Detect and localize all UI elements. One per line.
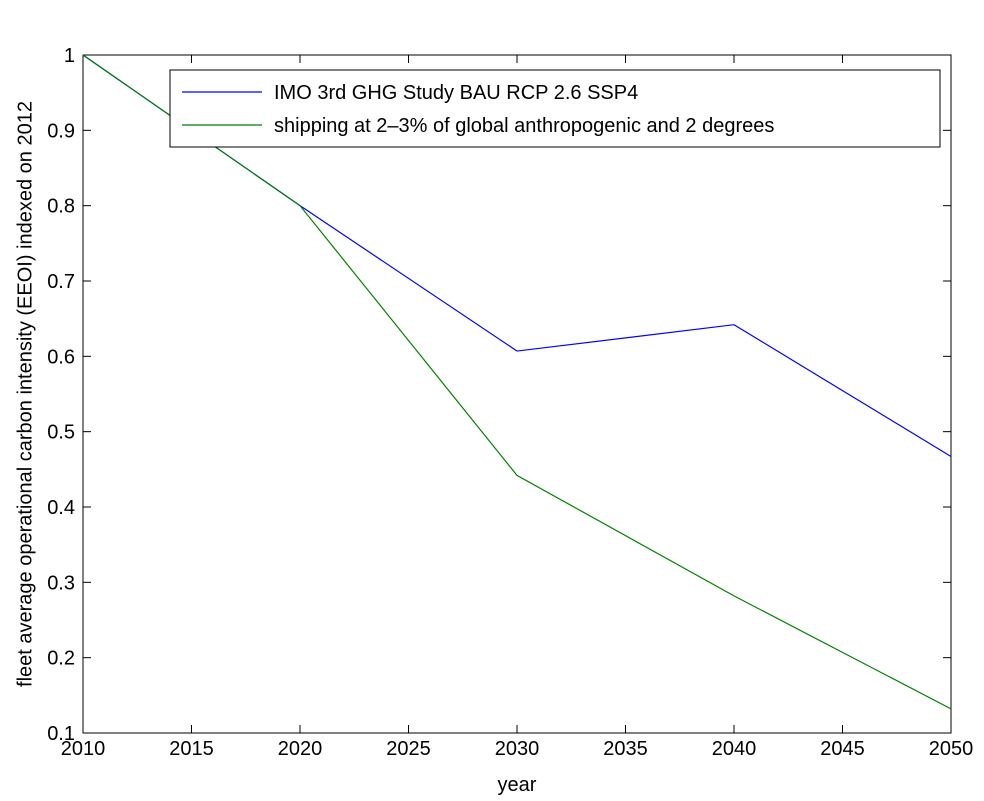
x-tick-label: 2020 — [278, 738, 323, 760]
y-tick-label: 1 — [64, 45, 75, 67]
y-tick-label: 0.3 — [47, 572, 75, 594]
y-tick-label: 0.6 — [47, 346, 75, 368]
x-tick-label: 2010 — [61, 738, 106, 760]
legend-label: IMO 3rd GHG Study BAU RCP 2.6 SSP4 — [274, 82, 638, 104]
line-series — [82, 54, 952, 710]
x-tick-label: 2030 — [495, 738, 540, 760]
legend-label: shipping at 2–3% of global anthropogenic… — [274, 115, 774, 137]
y-tick-label: 0.7 — [47, 271, 75, 293]
x-tick-label: 2025 — [386, 738, 431, 760]
y-tick-label: 0.1 — [47, 723, 75, 745]
plot-frame — [82, 54, 952, 734]
x-axis-label: year — [498, 774, 537, 796]
x-tick-label: 2015 — [169, 738, 214, 760]
y-tick-label: 0.2 — [47, 648, 75, 670]
legend-box — [169, 69, 941, 148]
x-tick-label: 2035 — [603, 738, 648, 760]
y-tick-label: 0.5 — [47, 422, 75, 444]
x-tick-label: 2045 — [820, 738, 865, 760]
x-tick-label: 2050 — [929, 738, 974, 760]
y-tick-label: 0.9 — [47, 120, 75, 142]
y-tick-label: 0.8 — [47, 196, 75, 218]
x-tick-label: 2040 — [712, 738, 757, 760]
y-axis-label: fleet average operational carbon intensi… — [14, 101, 36, 687]
y-tick-label: 0.4 — [47, 497, 75, 519]
